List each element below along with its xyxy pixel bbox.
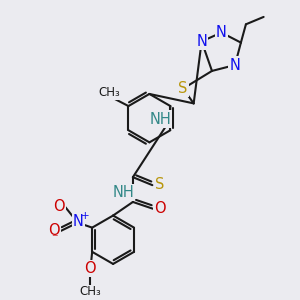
Text: NH: NH — [112, 185, 134, 200]
Text: O: O — [53, 199, 65, 214]
Text: O: O — [49, 223, 60, 238]
Text: S: S — [155, 177, 164, 192]
Text: N: N — [216, 25, 227, 40]
Text: S: S — [178, 81, 188, 96]
Text: ⁻: ⁻ — [51, 232, 58, 246]
Text: CH₃: CH₃ — [98, 86, 120, 99]
Text: O: O — [84, 261, 96, 276]
Text: O: O — [154, 201, 166, 216]
Text: N: N — [230, 58, 240, 73]
Text: NH: NH — [149, 112, 171, 127]
Text: +: + — [81, 211, 90, 221]
Text: CH₃: CH₃ — [80, 286, 101, 298]
Text: N: N — [73, 214, 84, 229]
Text: N: N — [196, 34, 207, 49]
